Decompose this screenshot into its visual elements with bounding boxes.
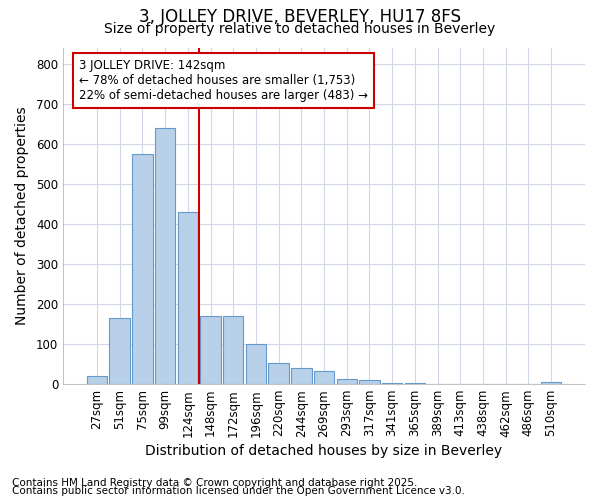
Bar — [359, 380, 380, 384]
Bar — [200, 316, 221, 384]
Text: Size of property relative to detached houses in Beverley: Size of property relative to detached ho… — [104, 22, 496, 36]
Bar — [541, 382, 561, 384]
Bar — [223, 316, 244, 384]
Bar — [155, 128, 175, 384]
Text: 3, JOLLEY DRIVE, BEVERLEY, HU17 8FS: 3, JOLLEY DRIVE, BEVERLEY, HU17 8FS — [139, 8, 461, 26]
X-axis label: Distribution of detached houses by size in Beverley: Distribution of detached houses by size … — [145, 444, 503, 458]
Bar — [314, 371, 334, 384]
Bar — [132, 154, 152, 384]
Text: Contains HM Land Registry data © Crown copyright and database right 2025.: Contains HM Land Registry data © Crown c… — [12, 478, 418, 488]
Text: 3 JOLLEY DRIVE: 142sqm
← 78% of detached houses are smaller (1,753)
22% of semi-: 3 JOLLEY DRIVE: 142sqm ← 78% of detached… — [79, 60, 368, 102]
Bar — [337, 379, 357, 384]
Bar — [246, 344, 266, 384]
Bar — [178, 212, 198, 384]
Y-axis label: Number of detached properties: Number of detached properties — [15, 106, 29, 325]
Bar — [268, 363, 289, 384]
Bar — [291, 368, 311, 384]
Bar — [87, 376, 107, 384]
Bar — [109, 318, 130, 384]
Text: Contains public sector information licensed under the Open Government Licence v3: Contains public sector information licen… — [12, 486, 465, 496]
Bar — [382, 383, 403, 384]
